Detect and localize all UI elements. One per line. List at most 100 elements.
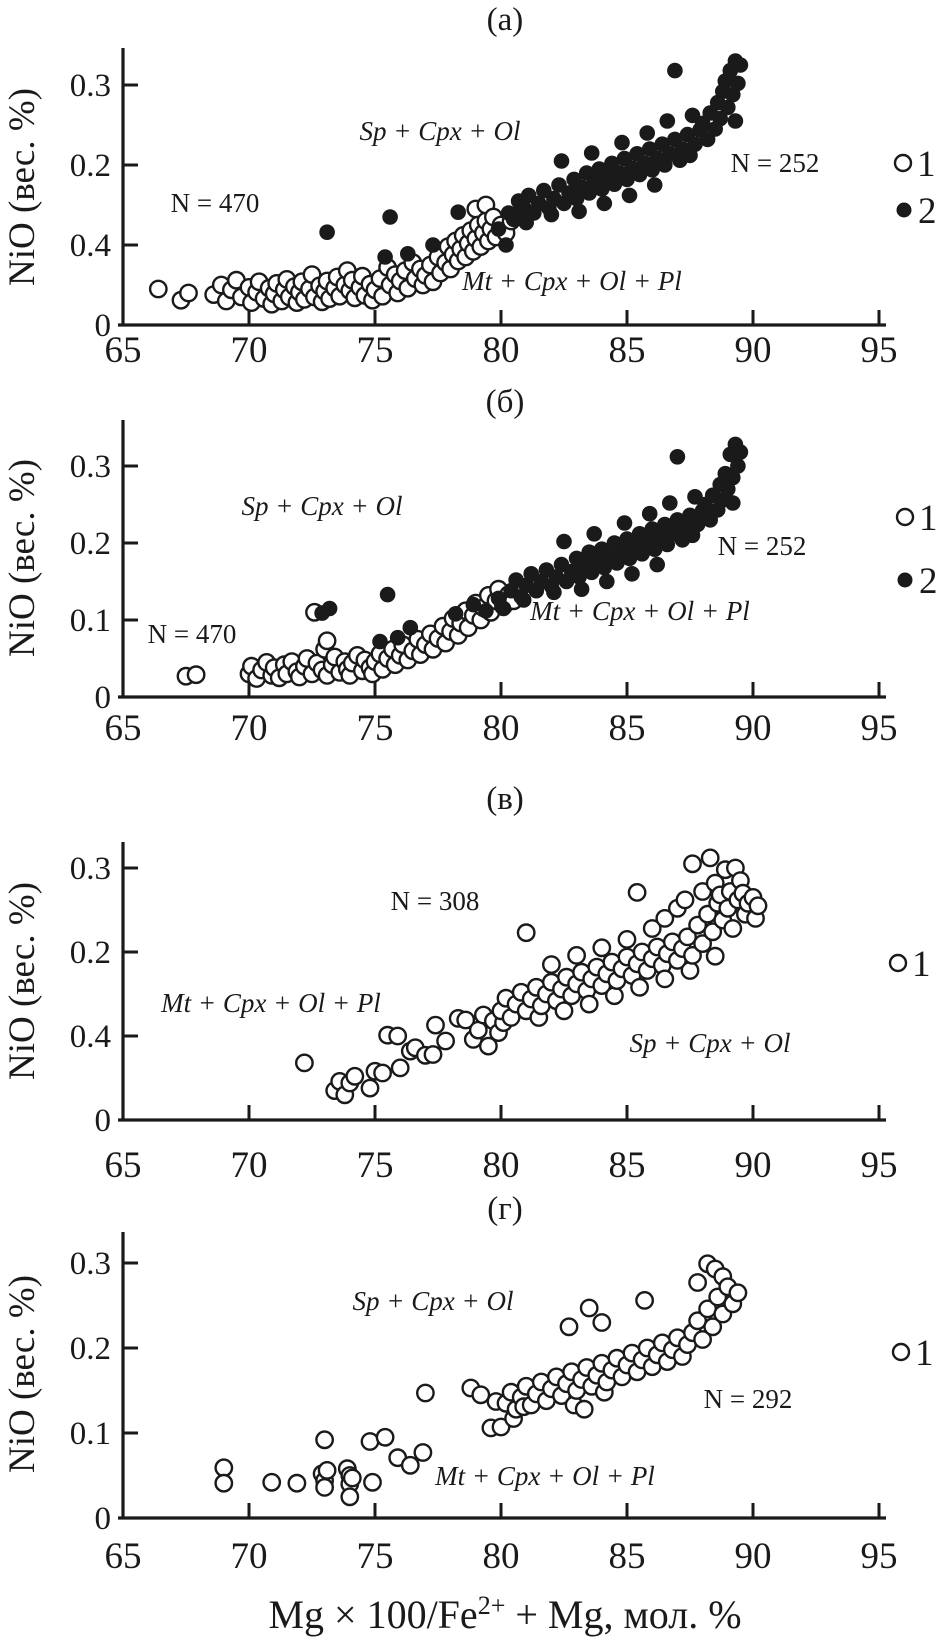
- data-point: [360, 1432, 380, 1451]
- data-point: [639, 125, 656, 141]
- legend-label: 1: [919, 498, 938, 539]
- x-tick-label: 90: [735, 1145, 772, 1186]
- data-point: [703, 1317, 723, 1337]
- data-point: [542, 955, 561, 974]
- phase-annotation: Mt + Cpx + Ol + Pl: [529, 596, 750, 626]
- data-point: [730, 458, 746, 474]
- x-tick-label: 90: [735, 708, 772, 749]
- y-tick-label: 0.2: [70, 526, 111, 562]
- legend-label: 1: [912, 944, 931, 985]
- y-axis-label: NiO (вес. %): [2, 88, 43, 286]
- data-point: [317, 631, 337, 651]
- data-point: [379, 586, 396, 603]
- data-point: [360, 1078, 380, 1098]
- data-point: [641, 505, 658, 522]
- legend-label: 1: [915, 1333, 934, 1374]
- y-tick-label: 0.3: [70, 68, 111, 104]
- data-point: [363, 1472, 382, 1492]
- data-point: [693, 882, 712, 901]
- data-point: [624, 566, 640, 582]
- y-tick-label: 0.4: [70, 228, 111, 264]
- data-point: [655, 909, 675, 928]
- data-point: [315, 1478, 334, 1497]
- data-point: [495, 600, 512, 617]
- data-point: [478, 603, 494, 619]
- data-point: [728, 1283, 748, 1303]
- panel-title: (б): [486, 384, 525, 420]
- y-tick-label: 0: [95, 680, 112, 716]
- data-point: [675, 890, 695, 910]
- data-point: [579, 1298, 599, 1318]
- panel-title: (а): [487, 2, 524, 38]
- x-tick-label: 95: [861, 1536, 898, 1577]
- data-point: [490, 221, 507, 237]
- sample-count-annotation: N = 470: [148, 619, 237, 649]
- x-tick-label: 70: [231, 1536, 268, 1577]
- phase-annotation: Sp + Cpx + Ol: [360, 116, 521, 146]
- data-point: [214, 1458, 234, 1478]
- data-point: [415, 1383, 435, 1403]
- data-point: [342, 1468, 362, 1488]
- x-tick-label: 95: [861, 708, 898, 749]
- phase-annotation: Sp + Cpx + Ol: [242, 491, 403, 521]
- data-point: [646, 177, 663, 193]
- data-point: [375, 1427, 395, 1447]
- data-point: [662, 495, 678, 511]
- data-point: [703, 922, 723, 942]
- data-point: [732, 444, 749, 460]
- x-tick-label: 75: [357, 330, 394, 371]
- data-point: [667, 62, 683, 79]
- data-point: [478, 1036, 498, 1056]
- legend-label: 2: [918, 191, 937, 232]
- x-tick-label: 70: [231, 1145, 268, 1186]
- data-point: [567, 946, 586, 965]
- data-point: [635, 1291, 654, 1310]
- data-point: [627, 883, 647, 902]
- data-point: [471, 1385, 491, 1405]
- data-point: [543, 206, 560, 223]
- legend-marker-filled: [896, 202, 912, 218]
- x-tick-label: 75: [357, 1145, 394, 1186]
- y-tick-label: 0: [95, 1501, 112, 1537]
- x-tick-label: 90: [735, 330, 772, 371]
- data-point: [712, 110, 729, 127]
- series-1-points: [214, 1254, 748, 1507]
- data-point: [179, 283, 198, 303]
- x-tick-label: 80: [483, 330, 520, 371]
- series-2-points: [314, 436, 749, 650]
- data-point: [693, 934, 712, 953]
- data-point: [732, 57, 749, 73]
- x-tick-label: 65: [105, 708, 142, 749]
- data-point: [377, 249, 393, 265]
- data-point: [583, 145, 600, 161]
- x-axis-title: Mg × 100/Fe2+ + Mg, мол. %: [268, 1591, 741, 1637]
- y-tick-label: 0: [95, 1103, 112, 1139]
- data-point: [727, 113, 744, 129]
- series-1-points: [148, 195, 521, 314]
- y-tick-label: 0: [95, 308, 112, 344]
- data-point: [373, 1063, 392, 1083]
- data-point: [388, 1026, 408, 1046]
- phase-annotation: Sp + Cpx + Ol: [630, 1028, 791, 1058]
- phase-annotation: Mt + Cpx + Ol + Pl: [160, 988, 381, 1018]
- y-axis-label: NiO (вес. %): [2, 882, 43, 1080]
- data-point: [148, 279, 168, 299]
- panel-v: (в) 0.3 0.2 0.4 0 65 70 75 80 85 90 95 NiO (вес. %) N…: [2, 781, 931, 1186]
- data-point: [617, 930, 637, 949]
- panel-a: (а) 0.3 0.2 0.4 065 70 75 80 85 90 95 NiO (вес. %) S…: [2, 2, 937, 371]
- data-point: [556, 533, 572, 550]
- data-point: [400, 246, 416, 262]
- data-point: [546, 584, 562, 601]
- data-point: [680, 961, 700, 980]
- data-point: [389, 629, 406, 646]
- data-point: [262, 1472, 282, 1492]
- data-point: [655, 969, 675, 989]
- data-point: [340, 1487, 360, 1507]
- phase-annotation: Sp + Cpx + Ol: [353, 1286, 514, 1316]
- data-point: [616, 515, 633, 531]
- y-tick-label: 0.3: [70, 449, 111, 485]
- panel-title: (г): [487, 1191, 523, 1227]
- data-point: [592, 1313, 612, 1332]
- data-point: [426, 1015, 445, 1035]
- sample-count-annotation: N = 252: [731, 148, 820, 178]
